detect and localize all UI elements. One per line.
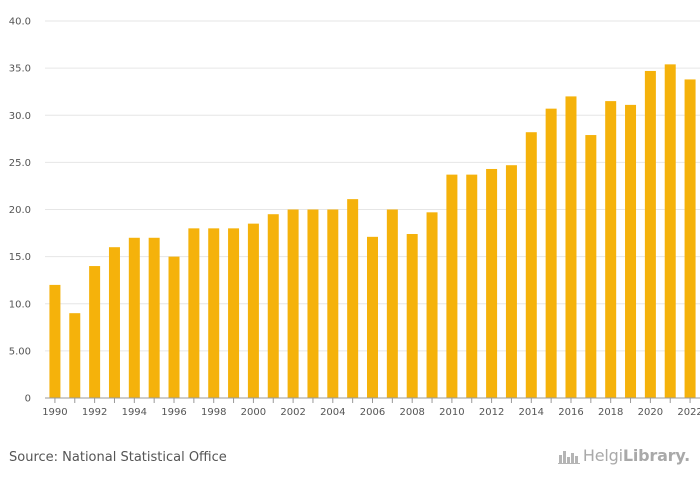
x-axis-ticks: 1990 1992 1994 1996 1998 2000 2002 2004 2006 2008… [42,398,700,418]
bar-1990 [49,284,61,398]
x-tick-label: 2002 [280,407,305,418]
y-tick-label: 35.0 [9,64,31,75]
bar-2011 [466,174,478,398]
bar-2000 [247,223,259,398]
y-tick-label: 15.0 [9,252,31,263]
bar-1994 [128,237,140,398]
bar-2005 [347,199,359,398]
bar-2017 [585,135,597,399]
helgi-library-logo: Helgi Library. [557,446,690,465]
bar-2008 [406,234,418,398]
bar-1998 [208,228,220,398]
y-tick-label: 0 [25,394,31,405]
bar-1996 [168,256,180,398]
x-tick-label: 1994 [122,407,147,418]
y-tick-label: 20.0 [9,205,31,216]
bar-2015 [545,108,557,398]
skyline-icon [557,450,580,464]
x-tick-label: 2004 [320,407,345,418]
x-tick-label: 2022 [677,407,700,418]
y-tick-label: 10.0 [9,299,31,310]
bar-2020 [644,70,656,398]
bar-1993 [108,247,120,398]
x-tick-label: 2000 [241,407,266,418]
bar-2010 [446,174,458,398]
x-tick-label: 2008 [399,407,424,418]
bar-2007 [386,209,398,398]
x-tick-label: 2014 [519,407,544,418]
bar-1992 [89,266,101,398]
bar-2019 [625,104,637,398]
y-axis-ticks: 0 5.00 10.0 15.0 20.0 25.0 30.0 35.0 40.0 [9,17,31,405]
bar-1991 [69,313,81,398]
bar-2006 [367,236,378,398]
bar-1997 [188,228,200,398]
y-tick-label: 5.00 [9,346,31,357]
logo-text-library: Library. [622,446,690,465]
y-tick-label: 25.0 [9,158,31,169]
bar-2021 [664,64,676,398]
x-tick-label: 2006 [360,407,385,418]
source-note: Source: National Statistical Office [9,450,227,465]
x-tick-label: 2020 [638,407,663,418]
bar-2003 [307,209,319,398]
bar-2002 [287,209,299,398]
bar-1999 [228,228,240,398]
bar-2018 [605,101,617,399]
bar-2009 [426,212,438,398]
bar-2022 [684,79,696,398]
bar-1995 [148,237,160,398]
x-tick-label: 2010 [439,407,464,418]
bar-2014 [525,132,537,398]
x-tick-label: 1998 [201,407,226,418]
x-tick-label: 2016 [558,407,583,418]
bar-2004 [327,209,339,398]
bar-2012 [486,168,498,398]
x-tick-label: 2018 [598,407,623,418]
bar-2001 [267,214,279,398]
footer: Source: National Statistical Office Helg… [0,440,700,480]
bars [49,64,696,399]
logo-text-helgi: Helgi [582,446,623,465]
bar-2013 [505,165,517,398]
y-tick-label: 30.0 [9,111,31,122]
x-tick-label: 1996 [161,407,186,418]
x-tick-label: 1992 [82,407,107,418]
y-tick-label: 40.0 [9,17,31,28]
x-tick-label: 2012 [479,407,504,418]
x-tick-label: 1990 [42,407,67,418]
bar-2016 [565,96,577,399]
